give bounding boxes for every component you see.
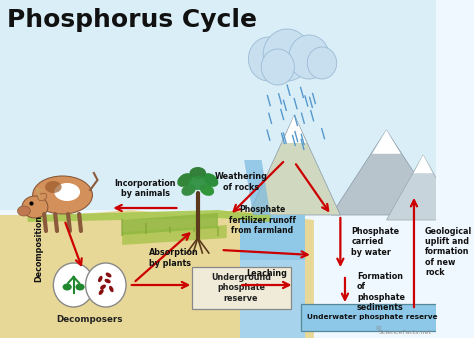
Circle shape bbox=[54, 263, 94, 307]
Text: Phosphate
carried
by water: Phosphate carried by water bbox=[351, 227, 400, 257]
Polygon shape bbox=[0, 210, 314, 338]
Ellipse shape bbox=[105, 279, 111, 283]
Circle shape bbox=[261, 49, 294, 85]
Polygon shape bbox=[331, 130, 442, 215]
Ellipse shape bbox=[98, 276, 102, 282]
Ellipse shape bbox=[109, 286, 114, 292]
FancyBboxPatch shape bbox=[192, 267, 291, 309]
Polygon shape bbox=[283, 115, 306, 143]
Polygon shape bbox=[244, 160, 270, 215]
Circle shape bbox=[248, 37, 289, 81]
Ellipse shape bbox=[200, 184, 214, 196]
Text: Decomposers: Decomposers bbox=[56, 315, 122, 324]
Polygon shape bbox=[372, 130, 401, 154]
Ellipse shape bbox=[63, 284, 72, 290]
Ellipse shape bbox=[106, 272, 111, 277]
Text: Weathering
of rocks: Weathering of rocks bbox=[215, 172, 267, 192]
Ellipse shape bbox=[182, 184, 196, 196]
Ellipse shape bbox=[55, 183, 80, 201]
Circle shape bbox=[263, 29, 311, 81]
Ellipse shape bbox=[18, 206, 30, 216]
Circle shape bbox=[307, 47, 337, 79]
Text: Phosphate
fertilizer runoff
from farmland: Phosphate fertilizer runoff from farmlan… bbox=[229, 205, 296, 235]
Ellipse shape bbox=[33, 176, 92, 214]
Ellipse shape bbox=[38, 193, 47, 201]
Text: ⚛: ⚛ bbox=[375, 324, 383, 333]
Circle shape bbox=[85, 263, 126, 307]
Polygon shape bbox=[27, 210, 270, 222]
Polygon shape bbox=[240, 215, 305, 338]
Circle shape bbox=[289, 35, 329, 79]
Polygon shape bbox=[386, 155, 460, 220]
Text: Geological
uplift and
formation
of new
rock: Geological uplift and formation of new r… bbox=[425, 227, 472, 277]
Ellipse shape bbox=[99, 289, 104, 295]
Ellipse shape bbox=[100, 285, 106, 289]
Text: Decomposition: Decomposition bbox=[34, 214, 43, 282]
Text: Leaching: Leaching bbox=[246, 269, 287, 278]
Polygon shape bbox=[122, 225, 227, 245]
Text: Formation
of
phosphate
sediments: Formation of phosphate sediments bbox=[357, 272, 405, 312]
Polygon shape bbox=[414, 155, 433, 173]
Ellipse shape bbox=[75, 284, 85, 290]
Text: ScienceFacts.net: ScienceFacts.net bbox=[379, 330, 431, 335]
Polygon shape bbox=[240, 260, 305, 338]
Ellipse shape bbox=[45, 181, 62, 193]
FancyBboxPatch shape bbox=[301, 304, 445, 331]
Text: Incorporation
by animals: Incorporation by animals bbox=[115, 178, 176, 198]
Bar bbox=[0, 0, 436, 210]
Text: Absorption
by plants: Absorption by plants bbox=[149, 248, 199, 268]
Ellipse shape bbox=[190, 167, 206, 179]
Ellipse shape bbox=[22, 196, 48, 218]
Polygon shape bbox=[248, 115, 340, 215]
Polygon shape bbox=[122, 213, 218, 235]
Text: Underground
phosphate
reserve: Underground phosphate reserve bbox=[211, 273, 271, 303]
Ellipse shape bbox=[203, 173, 219, 187]
Text: Phosphorus Cycle: Phosphorus Cycle bbox=[8, 8, 257, 32]
Text: Underwater phosphate reserve: Underwater phosphate reserve bbox=[307, 314, 438, 320]
Ellipse shape bbox=[189, 176, 207, 190]
Ellipse shape bbox=[177, 173, 192, 187]
